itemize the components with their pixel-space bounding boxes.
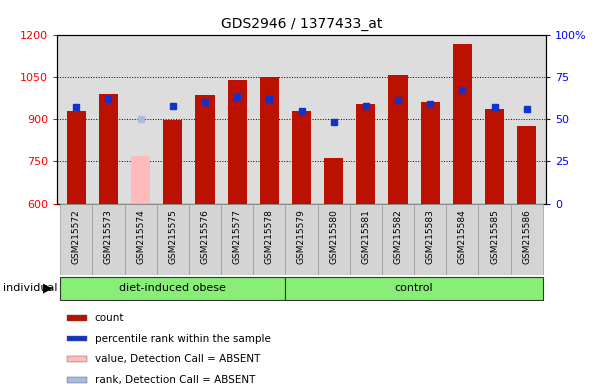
Bar bbox=[131, 156, 150, 204]
Bar bbox=[388, 75, 407, 204]
Bar bbox=[260, 77, 279, 204]
Text: diet-induced obese: diet-induced obese bbox=[119, 283, 226, 293]
Text: GSM215586: GSM215586 bbox=[522, 209, 531, 264]
Bar bbox=[99, 94, 118, 204]
Bar bbox=[511, 204, 543, 275]
Text: GSM215585: GSM215585 bbox=[490, 209, 499, 264]
Bar bbox=[67, 356, 88, 362]
Bar bbox=[227, 79, 247, 204]
Bar bbox=[478, 204, 511, 275]
Bar bbox=[382, 204, 414, 275]
Bar bbox=[286, 276, 543, 300]
Bar bbox=[324, 158, 343, 204]
Bar bbox=[67, 336, 88, 341]
Bar bbox=[60, 276, 286, 300]
Text: control: control bbox=[395, 283, 433, 293]
Text: GSM215583: GSM215583 bbox=[425, 209, 434, 264]
Text: ▶: ▶ bbox=[43, 282, 53, 295]
Text: GSM215574: GSM215574 bbox=[136, 209, 145, 264]
Bar bbox=[92, 204, 125, 275]
Bar bbox=[350, 204, 382, 275]
Bar bbox=[446, 204, 478, 275]
Text: count: count bbox=[95, 313, 124, 323]
Title: GDS2946 / 1377433_at: GDS2946 / 1377433_at bbox=[221, 17, 382, 31]
Bar bbox=[414, 204, 446, 275]
Text: GSM215573: GSM215573 bbox=[104, 209, 113, 264]
Bar bbox=[163, 121, 182, 204]
Bar bbox=[196, 95, 215, 204]
Bar bbox=[189, 204, 221, 275]
Bar bbox=[356, 104, 376, 204]
Text: GSM215577: GSM215577 bbox=[233, 209, 242, 264]
Bar bbox=[67, 111, 86, 204]
Text: individual: individual bbox=[3, 283, 58, 293]
Text: percentile rank within the sample: percentile rank within the sample bbox=[95, 334, 271, 344]
Text: GSM215576: GSM215576 bbox=[200, 209, 209, 264]
Text: GSM215584: GSM215584 bbox=[458, 209, 467, 264]
Bar bbox=[485, 109, 504, 204]
Bar bbox=[67, 377, 88, 383]
Bar bbox=[286, 204, 317, 275]
Text: GSM215579: GSM215579 bbox=[297, 209, 306, 264]
Text: rank, Detection Call = ABSENT: rank, Detection Call = ABSENT bbox=[95, 375, 255, 384]
Text: GSM215578: GSM215578 bbox=[265, 209, 274, 264]
Text: GSM215582: GSM215582 bbox=[394, 209, 403, 264]
Bar bbox=[453, 45, 472, 204]
Bar bbox=[517, 126, 536, 204]
Text: value, Detection Call = ABSENT: value, Detection Call = ABSENT bbox=[95, 354, 260, 364]
Bar bbox=[221, 204, 253, 275]
Bar bbox=[60, 204, 92, 275]
Bar bbox=[67, 315, 88, 321]
Bar bbox=[317, 204, 350, 275]
Bar bbox=[292, 111, 311, 204]
Text: GSM215580: GSM215580 bbox=[329, 209, 338, 264]
Text: GSM215581: GSM215581 bbox=[361, 209, 370, 264]
Bar bbox=[421, 102, 440, 204]
Bar bbox=[125, 204, 157, 275]
Bar bbox=[157, 204, 189, 275]
Text: GSM215575: GSM215575 bbox=[169, 209, 178, 264]
Bar bbox=[253, 204, 286, 275]
Text: GSM215572: GSM215572 bbox=[72, 209, 81, 264]
